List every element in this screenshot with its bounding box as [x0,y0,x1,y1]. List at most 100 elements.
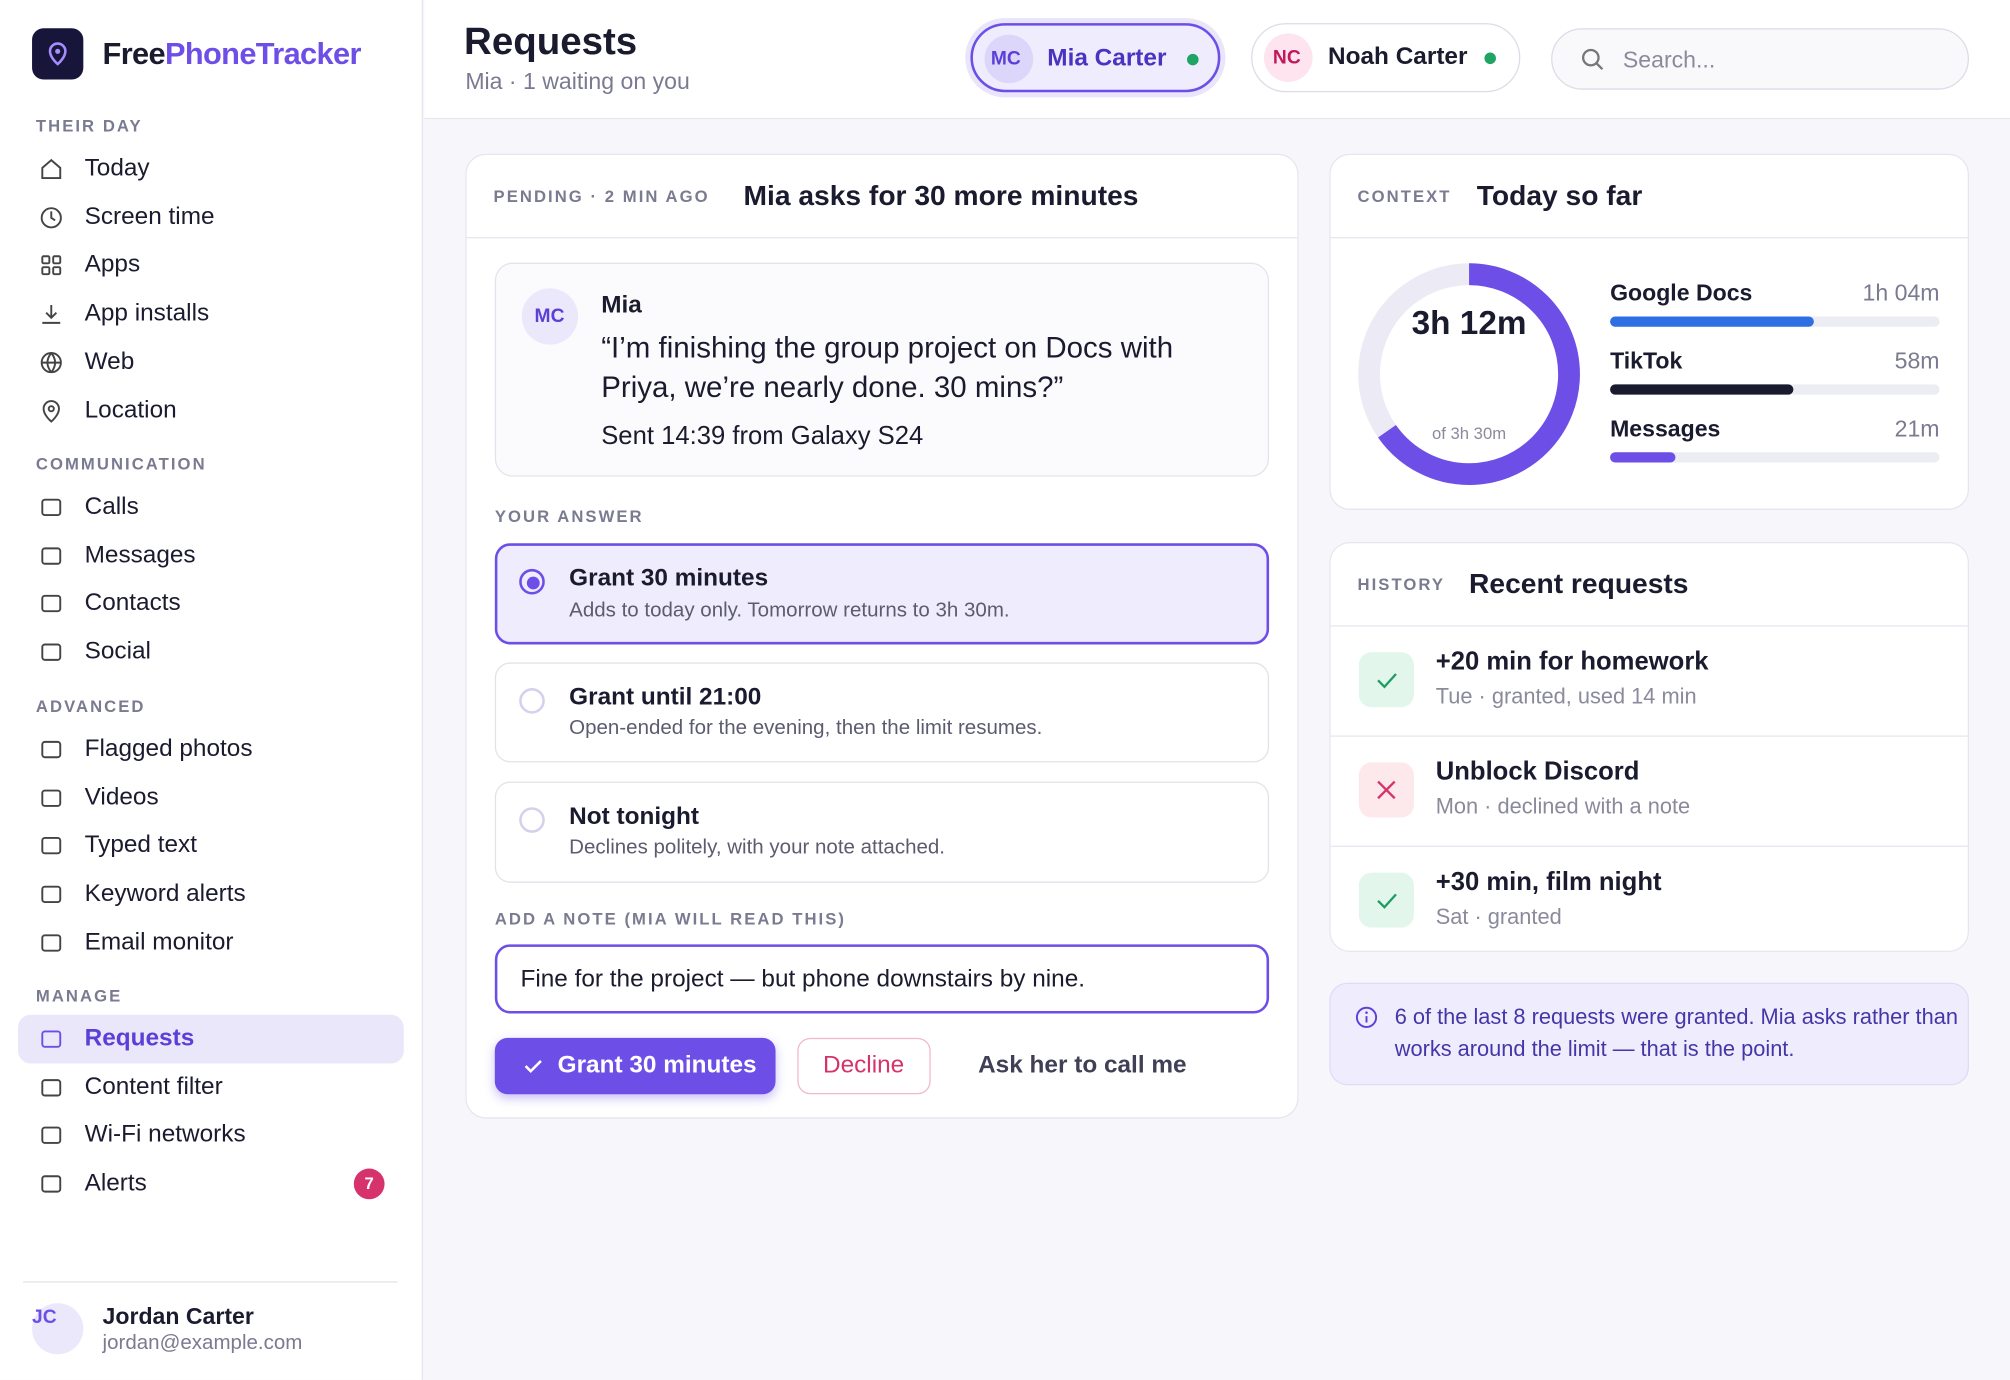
app-time: 1h 04m [1862,279,1940,306]
divider [466,237,1298,239]
context-card [1329,153,1969,510]
option-title: Not tonight [569,803,700,831]
message-meta: Sent 14:39 from Galaxy S24 [601,422,924,451]
nav-item[interactable]: Location [84,396,177,424]
avatar-initials: MC [534,305,565,328]
nav-item[interactable]: Alerts [84,1169,147,1197]
avatar [521,288,579,345]
nav-item[interactable]: Requests [84,1025,195,1052]
radio [519,688,545,714]
nav-icon [41,1175,62,1193]
nav-item[interactable]: Videos [84,783,159,811]
search-icon [1581,48,1604,71]
nav-item[interactable]: Email monitor [84,928,234,956]
bar-track [1610,452,1940,463]
card-label: CONTEXT [1357,186,1452,206]
sender: Mia [601,292,642,320]
online-dot [1187,53,1199,66]
grant-button[interactable]: Grant 30 minutes [494,1037,776,1095]
request-status: PENDING · 2 MIN AGO [493,186,710,206]
profile-pill[interactable]: MC Mia Carter [970,23,1221,93]
profile-name: Mia Carter [1047,44,1167,72]
avatar [984,34,1034,84]
page-title: Requests [464,20,638,63]
nav-section-title: ADVANCED [35,696,146,716]
button-label: Grant 30 minutes [557,1051,757,1079]
app-name: Messages [1610,415,1721,442]
profile-pill[interactable]: NC Noah Carter [1251,23,1521,93]
avatar-initials: NC [1272,46,1301,69]
bar-fill [1610,316,1814,327]
insight-box: 6 of the last 8 requests were granted. M… [1329,982,1969,1086]
check-icon [524,1060,542,1073]
option-desc: Open-ended for the evening, then the lim… [569,717,1043,740]
brand: FreePhoneTracker [102,37,362,73]
nav-item[interactable]: Today [84,155,150,182]
nav-section-title: MANAGE [35,985,123,1006]
nav-icon [41,837,62,855]
nav-item[interactable]: Screen time [84,203,215,231]
history-card [1329,541,1969,953]
insight-text: 6 of the last 8 requests were granted. M… [1394,1004,1958,1061]
nav-item[interactable]: App installs [84,299,210,327]
nav-item[interactable]: Calls [84,493,139,521]
divider [1330,845,1968,847]
check-icon [1377,893,1397,909]
usage-limit: of 3h 30m [1431,423,1507,443]
user-email: jordan@example.com [102,1332,303,1355]
radio-dot [526,576,540,590]
answer-option[interactable]: Not tonight Declines politely, with your … [494,781,1270,883]
nav-item[interactable]: Typed text [84,832,197,859]
nav-item[interactable]: Apps [84,251,141,279]
nav-section-title: COMMUNICATION [35,454,207,474]
nav-item[interactable]: Contacts [84,589,181,617]
nav-icon [41,740,62,759]
answer-option[interactable]: Grant until 21:00 Open-ended for the even… [494,662,1270,763]
nav-item[interactable]: Content filter [84,1073,223,1101]
search-box[interactable]: Search... [1551,28,1969,90]
status-icon [1358,652,1414,708]
nav-item[interactable]: Wi-Fi networks [84,1121,246,1149]
page-subtitle: Mia · 1 waiting on you [465,68,690,95]
app-name: Google Docs [1610,279,1753,306]
nav-item[interactable]: Social [84,638,151,666]
bar-fill [1610,384,1794,395]
user-avatar [32,1303,84,1355]
nav-icon [42,399,60,423]
nav-item[interactable]: Web [84,348,135,376]
online-dot [1484,52,1496,65]
brand-part: Free [102,37,166,72]
logo-icon [48,42,67,66]
nav-icon [42,305,61,324]
nav-item[interactable]: Keyword alerts [84,880,246,908]
nav-active-bg [17,1014,404,1064]
divider [23,1281,398,1283]
history-title: Unblock Discord [1435,757,1640,787]
nav-item[interactable]: Messages [84,541,196,569]
note-input[interactable]: Fine for the project — but phone downsta… [494,944,1270,1014]
nav-icon [41,643,62,661]
ask-button[interactable]: Ask her to call me [978,1051,1187,1079]
divider [1330,237,1968,239]
message-box: MC Mia “I’m finishing the group project … [494,262,1270,477]
divider [1330,735,1968,737]
radio [519,807,545,833]
answer-option[interactable]: Grant 30 minutes Adds to today only. Tomo… [494,543,1270,645]
status-icon [1358,872,1414,928]
card-title: Today so far [1476,179,1643,212]
nav-icon [41,934,62,952]
nav-item[interactable]: Flagged photos [84,735,253,763]
section-label: YOUR ANSWER [494,506,644,526]
radio [519,568,545,595]
usage-donut [1358,263,1580,485]
nav-icon [41,158,62,180]
history-detail: Sat · granted [1435,904,1562,929]
decline-button[interactable]: Decline [797,1037,931,1095]
app-time: 58m [1894,347,1940,374]
card-title: Recent requests [1469,567,1689,600]
usage-total: 3h 12m [1411,303,1527,342]
history-detail: Tue · granted, used 14 min [1435,684,1697,709]
history-title: +20 min for homework [1435,647,1709,676]
nav-icon [41,789,62,807]
